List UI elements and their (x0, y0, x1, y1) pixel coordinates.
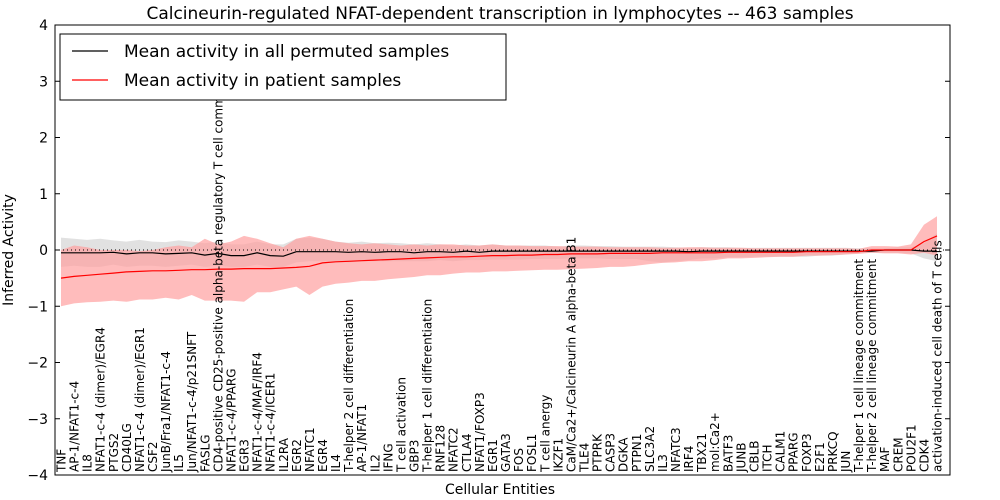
x-tick-label: PTGS2 (107, 433, 121, 472)
x-tick-label: mol:Ca2+ (708, 412, 722, 472)
x-tick-label: IL5 (172, 454, 186, 472)
y-tick-label: 2 (39, 131, 48, 147)
x-tick-label: AP-1/NFAT1 (355, 404, 369, 472)
x-tick-label: CALM1 (774, 431, 788, 472)
x-tick-label: ITCH (761, 444, 775, 472)
x-tick-label: EGR1 (486, 439, 500, 472)
x-tick-label: AP-1/NFAT1-c-4 (68, 381, 82, 472)
x-tick-label: IL2RA (277, 437, 291, 472)
x-tick-label: IL8 (81, 454, 95, 472)
x-tick-label: NFAT1-c-4/PPARG (224, 368, 238, 472)
x-tick-label: T cell anergy (538, 395, 552, 473)
x-tick-label: TLE4 (577, 443, 591, 473)
x-tick-label: RNF128 (434, 425, 448, 472)
x-tick-label: CBLB (747, 440, 761, 472)
x-tick-label: IL4 (329, 454, 343, 472)
y-tick-label: 3 (39, 74, 48, 90)
x-tick-label: MAF (878, 446, 892, 472)
x-tick-label: IKZF1 (551, 438, 565, 472)
y-tick-label: 4 (39, 18, 48, 34)
series-lines (60, 235, 938, 279)
x-tick-label: CD40LG (120, 423, 134, 472)
y-axis-label: Inferred Activity (1, 194, 17, 306)
x-tick-label: IFNG (381, 443, 395, 472)
y-axis-ticks: −4 −3 −2 −1 0 1 2 3 4 (27, 18, 950, 484)
x-tick-label: T-helper 1 cell differentiation (421, 299, 435, 473)
x-tick-label: EGR2 (290, 439, 304, 472)
x-tick-label: EGR4 (316, 439, 330, 472)
line-permuted (61, 249, 937, 257)
x-tick-label: NFAT1-c-4 (dimer)/EGR4 (94, 327, 108, 472)
y-tick-label: −2 (27, 356, 48, 372)
x-tick-label: NFATC2 (447, 427, 461, 472)
x-tick-label: CSF2 (146, 441, 160, 472)
x-tick-label: CREM (891, 437, 905, 472)
x-tick-label: FOSL1 (525, 434, 539, 472)
x-tick-label: T-helper 1 cell lineage commitment (852, 259, 866, 473)
chart-title: Calcineurin-regulated NFAT-dependent tra… (146, 4, 853, 24)
line-patient (60, 235, 938, 279)
x-tick-label: activation-induced cell death of T cells (931, 240, 945, 472)
x-tick-label: Jun/NFAT1-c-4/p21SNFT (185, 331, 199, 473)
x-tick-labels: TNF AP-1/NFAT1-c-4 IL8 NFAT1-c-4 (dimer)/EG… (55, 56, 945, 473)
x-tick-label: NFAT1-c-4 (dimer)/EGR1 (133, 327, 147, 472)
x-tick-label: IL3 (656, 454, 670, 472)
x-tick-label: CD4-positive CD25-positive alpha-beta re… (211, 56, 225, 472)
x-tick-label: NFAT1-c-4/ICER1 (264, 373, 278, 472)
x-tick-label: FOXP3 (800, 433, 814, 472)
x-tick-label: CASP3 (604, 433, 618, 472)
x-tick-label: T cell activation (394, 377, 408, 473)
x-tick-label: TNF (55, 449, 69, 473)
x-tick-label: JUNB (734, 442, 748, 473)
confidence-bands (61, 216, 937, 307)
x-tick-label: IRF4 (682, 446, 696, 472)
x-tick-label: CTLA4 (460, 433, 474, 472)
x-tick-label: EGR3 (238, 439, 252, 472)
x-tick-label: CaM/Ca2+/Calcineurin A alpha-beta B1 (564, 237, 578, 472)
y-tick-label: 1 (39, 187, 48, 203)
x-tick-label: GBP3 (408, 440, 422, 472)
x-tick-label: PTPN1 (630, 434, 644, 472)
x-tick-label: NFAT1-c-4/MAF/IRF4 (251, 352, 265, 472)
legend-entry-permuted: Mean activity in all permuted samples (124, 42, 449, 62)
x-tick-label: POU2F1 (904, 424, 918, 472)
x-axis-label: Cellular Entities (445, 482, 555, 498)
x-tick-label: E2F1 (813, 442, 827, 472)
x-tick-label: PTPRK (591, 433, 605, 472)
x-tick-label: NFATC1 (303, 427, 317, 472)
y-tick-label: 0 (39, 243, 48, 259)
x-tick-label: NFAT1/FOXP3 (473, 392, 487, 472)
x-tick-label: NFATC3 (669, 427, 683, 472)
x-tick-label: GATA3 (499, 433, 513, 472)
x-tick-label: T-helper 2 cell lineage commitment (865, 259, 879, 473)
x-tick-label: PRKCQ (826, 431, 840, 472)
x-tick-label: CDK4 (917, 439, 931, 472)
x-tick-label: FASLG (198, 434, 212, 472)
band-patient (61, 216, 937, 307)
x-tick-label: T-helper 2 cell differentiation (342, 299, 356, 473)
x-tick-label: BATF3 (721, 435, 735, 472)
y-tick-label: −3 (27, 412, 48, 428)
y-tick-label: −4 (27, 468, 48, 484)
legend-box (59, 33, 507, 101)
legend: Mean activity in all permuted samples Me… (59, 33, 507, 101)
x-tick-label: JUN (839, 451, 853, 473)
x-tick-label: SLC3A2 (643, 426, 657, 472)
y-tick-label: −1 (27, 299, 48, 315)
x-tick-label: PPARG (787, 432, 801, 472)
legend-entry-patient: Mean activity in patient samples (124, 71, 401, 91)
x-tick-label: DGKA (617, 437, 631, 472)
x-tick-label: JunB/Fra1/NFAT1-c-4 (159, 351, 173, 473)
x-tick-label: FOS (512, 448, 526, 472)
plot-frame (54, 24, 951, 476)
x-tick-label: IL2 (368, 454, 382, 472)
x-tick-label: TBX21 (695, 433, 709, 473)
